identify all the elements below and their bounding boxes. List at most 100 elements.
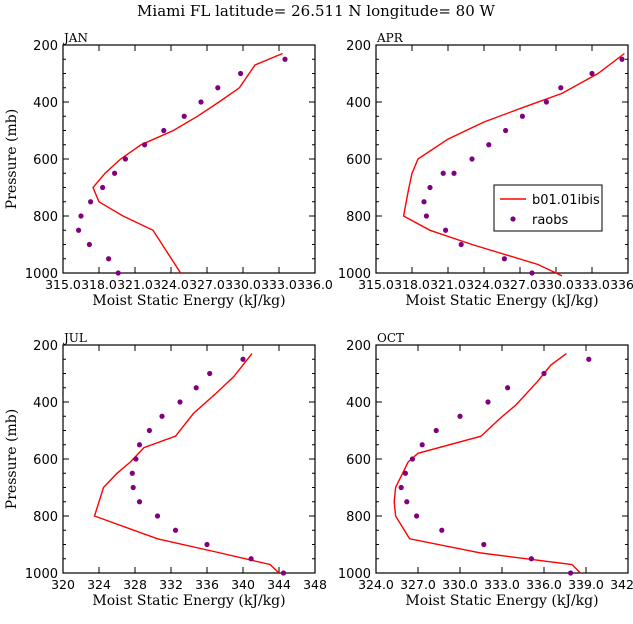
data-point-raobs [142, 142, 148, 148]
data-point-raobs [451, 170, 457, 176]
legend-entry-label: raobs [532, 213, 569, 228]
x-tick-label: 321.0 [117, 277, 153, 292]
y-tick-label: 1000 [338, 567, 371, 582]
x-tick-label: 336.0 [610, 277, 633, 292]
data-point-raobs [505, 385, 511, 391]
x-tick-label: 336.0 [526, 577, 562, 592]
x-tick-label: 344 [267, 577, 291, 592]
panel-label: OCT [377, 331, 404, 345]
panel-label: JAN [62, 31, 88, 45]
data-point-raobs [404, 499, 410, 505]
panel-label: APR [376, 31, 404, 45]
x-tick-label: 328 [123, 577, 147, 592]
legend: b01.01ibis raobs [493, 184, 603, 232]
x-tick-label: 324 [87, 577, 111, 592]
y-tick-label: 600 [346, 153, 371, 168]
y-tick-label: 800 [33, 210, 58, 225]
data-point-raobs [76, 227, 82, 233]
y-tick-label: 1000 [25, 567, 58, 582]
x-tick-label: 330.0 [538, 277, 574, 292]
x-tick-label: 327.0 [502, 277, 538, 292]
x-tick-label: 330.0 [225, 277, 261, 292]
data-point-raobs [177, 399, 183, 405]
x-tick-label: 327.0 [189, 277, 225, 292]
x-tick-label: 330.0 [442, 577, 478, 592]
data-point-raobs [586, 356, 592, 362]
x-tick-label: 333.0 [484, 577, 520, 592]
plot-frame [62, 344, 316, 574]
data-point-raobs [528, 556, 535, 562]
y-tick-label: 1000 [338, 267, 371, 282]
data-point-raobs [88, 199, 94, 205]
data-point-raobs [100, 184, 106, 191]
x-tick-label: 333.0 [574, 277, 610, 292]
series-raobs-markers [129, 356, 287, 576]
x-tick-label: 342.0 [610, 577, 633, 592]
x-axis-label: Moist Static Energy (kJ/kg) [405, 293, 598, 309]
series-model-line [92, 52, 283, 274]
y-tick-label: 200 [33, 339, 58, 354]
series-model-line [402, 52, 625, 277]
data-point-raobs [529, 270, 535, 276]
data-point-raobs [282, 56, 288, 62]
panel-label: JUL [62, 331, 87, 345]
x-tick-label: 336 [195, 577, 219, 592]
data-point-raobs [501, 256, 507, 262]
y-tick-label: 600 [346, 453, 371, 468]
x-axis-label: Moist Static Energy (kJ/kg) [405, 593, 598, 609]
data-point-raobs [423, 213, 429, 219]
data-point-raobs [172, 527, 179, 533]
data-point-raobs [207, 370, 213, 377]
series-raobs-markers [421, 56, 625, 276]
data-point-raobs [136, 499, 143, 505]
x-tick-label: 336.0 [297, 277, 333, 292]
data-point-raobs [439, 527, 445, 533]
y-tick-label: 1000 [25, 267, 58, 282]
x-tick-label: 318.0 [81, 277, 117, 292]
x-tick-label: 340 [231, 577, 255, 592]
y-axis-label: Pressure (mb) [4, 109, 20, 209]
x-tick-label: 324.0 [358, 577, 394, 592]
data-point-raobs [481, 541, 487, 548]
data-point-raobs [204, 541, 210, 548]
x-tick-label: 318.0 [394, 277, 430, 292]
x-tick-label: 324.0 [153, 277, 189, 292]
y-tick-label: 400 [33, 396, 58, 411]
data-point-raobs [398, 484, 404, 491]
data-point-raobs [421, 199, 427, 205]
y-axis-label: Pressure (mb) [4, 409, 20, 509]
data-point-raobs [486, 142, 492, 148]
data-point-raobs [198, 99, 204, 105]
data-point-raobs [419, 442, 425, 448]
data-point-raobs [433, 427, 439, 434]
data-point-raobs [543, 99, 550, 105]
data-point-raobs [122, 156, 128, 162]
data-point-raobs [619, 56, 625, 62]
figure-title: Miami FL latitude= 26.511 N longitude= 8… [137, 2, 495, 20]
data-point-raobs [485, 399, 491, 405]
y-tick-label: 600 [33, 453, 58, 468]
series-model-line [393, 353, 581, 574]
x-tick-label: 327.0 [400, 577, 436, 592]
data-point-raobs [238, 70, 244, 77]
data-point-raobs [558, 85, 564, 91]
data-point-raobs [440, 170, 446, 176]
y-tick-label: 400 [346, 96, 371, 111]
data-point-raobs [469, 156, 475, 162]
data-point-raobs [133, 456, 139, 462]
y-tick-label: 800 [33, 510, 58, 525]
series-model-line [93, 353, 280, 574]
legend-entry-label: b01.01ibis [532, 193, 600, 208]
data-point-raobs [443, 227, 449, 233]
data-point-raobs [129, 470, 135, 476]
data-point-raobs [503, 127, 509, 134]
data-point-raobs [280, 570, 287, 576]
x-axis-label: Moist Static Energy (kJ/kg) [92, 593, 285, 609]
y-tick-label: 800 [346, 510, 371, 525]
data-point-raobs [589, 70, 595, 77]
data-point-raobs [519, 113, 526, 119]
